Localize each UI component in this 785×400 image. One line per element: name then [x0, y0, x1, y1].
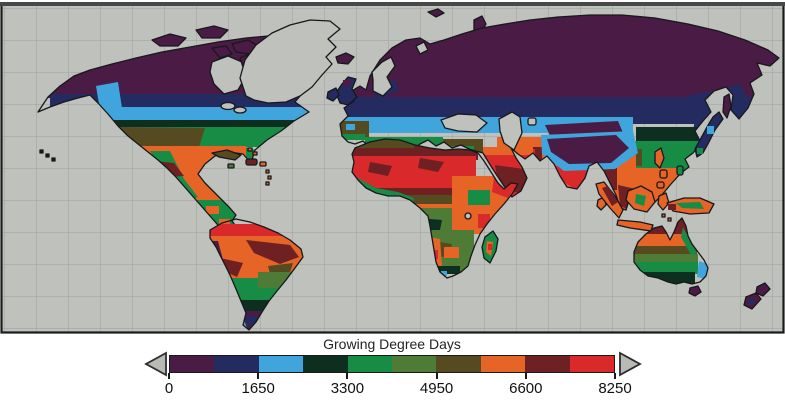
colorbar-tick-label: 0 — [164, 380, 174, 397]
colorbar-tick — [168, 373, 170, 379]
colorbar-tick-label: 6600 — [509, 380, 543, 397]
great-britain — [335, 76, 358, 106]
colorbar-segment — [392, 356, 437, 372]
philippines — [654, 147, 665, 169]
philippines — [659, 169, 668, 179]
colorbar-tick-label: 1650 — [241, 380, 275, 397]
scotland-patch — [343, 80, 351, 86]
british-isles — [326, 76, 358, 106]
left-arrow-icon — [144, 351, 167, 377]
japan — [694, 111, 724, 158]
colorbar-area: 0 1650 3300 4950 6600 8250 — [165, 355, 632, 397]
colorbar-left-arrow — [144, 351, 167, 377]
hawaii — [39, 149, 56, 162]
aral-sea — [527, 117, 537, 126]
colorbar-segment — [569, 356, 615, 372]
caspian-sea — [498, 111, 523, 151]
southeast-asian-islands — [595, 181, 715, 232]
colorbar-tick-label: 8250 — [598, 380, 632, 397]
colorbar-right-arrow — [619, 351, 642, 377]
lake-victoria — [464, 212, 472, 220]
colorbar-segment — [480, 356, 526, 372]
colorbar-segment — [436, 356, 481, 372]
hispaniola — [245, 158, 258, 166]
tasmania — [688, 285, 702, 297]
hudson-bay — [209, 55, 247, 95]
east-asian-islands — [654, 93, 732, 189]
colorbar-segment — [525, 356, 570, 372]
colorbar-tick-label: 4950 — [419, 380, 454, 397]
colorbar-tick — [524, 373, 527, 379]
colorbar-tick — [435, 373, 438, 379]
greenland — [239, 19, 341, 104]
caribbean-islands — [211, 147, 272, 186]
sakhalin — [722, 93, 732, 119]
colorbar-tick-label: 3300 — [330, 380, 365, 397]
hainan — [656, 181, 665, 189]
world-map — [0, 2, 785, 334]
ireland — [326, 87, 340, 102]
great-lakes — [233, 106, 247, 114]
iceland — [335, 52, 355, 65]
colorbar-segment — [214, 356, 259, 372]
black-sea — [440, 113, 488, 133]
sulawesi — [657, 192, 670, 211]
colorbar-tick — [346, 373, 349, 379]
madagascar-patches — [486, 241, 493, 256]
jamaica — [227, 163, 235, 169]
colorbar-segment — [170, 356, 215, 372]
great-lakes — [220, 101, 236, 111]
right-arrow-icon — [619, 351, 642, 377]
colorbar — [169, 355, 615, 373]
map-top-bar — [0, 2, 785, 6]
colorbar-tick — [257, 373, 260, 379]
colorbar-segment — [303, 356, 348, 372]
colorbar-segment — [258, 356, 304, 372]
baltic-sea — [371, 56, 396, 97]
cuba — [211, 149, 242, 161]
new-zealand — [743, 282, 771, 310]
taiwan — [676, 165, 684, 176]
white-sea — [415, 41, 429, 55]
colorbar-tick — [614, 373, 616, 379]
legend-title: Growing Degree Days — [323, 336, 461, 352]
puerto-rico — [259, 161, 267, 167]
colorbar-segment — [347, 356, 393, 372]
